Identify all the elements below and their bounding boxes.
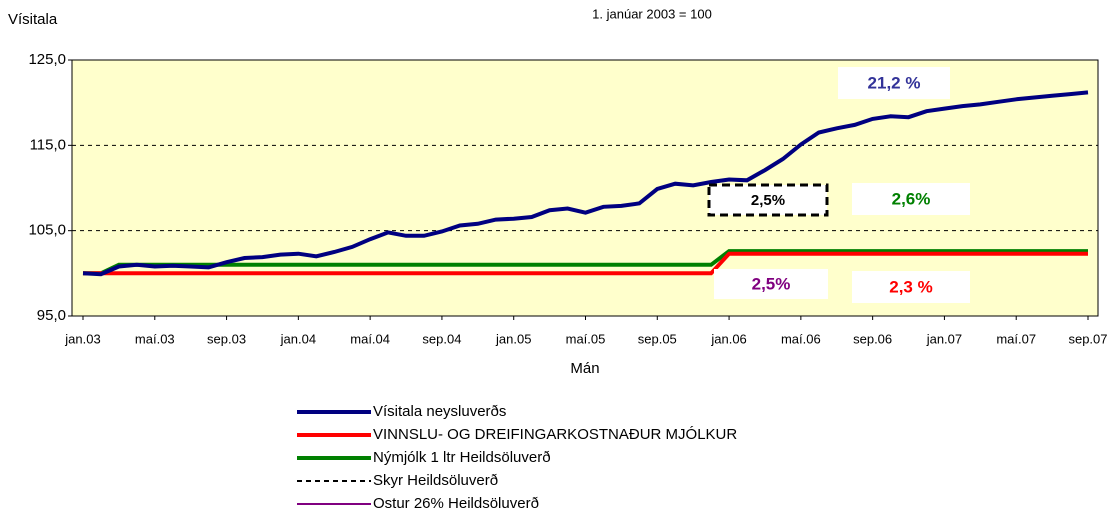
annotation-box (714, 269, 828, 299)
annotation: 21,2 % (868, 73, 921, 92)
x-axis-label: Mán (570, 360, 599, 377)
x-tick-label: sep.07 (1068, 331, 1107, 346)
legend-label: Skyr Heildsöluverð (373, 472, 498, 489)
legend-label: Vísitala neysluverðs (373, 403, 506, 420)
series-line (83, 249, 1088, 276)
y-axis-label: Vísitala (8, 11, 58, 28)
x-tick-label: jan.07 (926, 331, 962, 346)
legend-label: Ostur 26% Heildsöluverð (373, 495, 539, 512)
annotation-box (852, 183, 970, 215)
x-tick-label: maí.03 (135, 331, 175, 346)
x-tick-label: maí.07 (996, 331, 1036, 346)
x-tick-label: sep.03 (207, 331, 246, 346)
y-tick-label: 125,0 (28, 51, 66, 68)
x-tick-label: sep.04 (422, 331, 461, 346)
x-tick-label: jan.06 (710, 331, 746, 346)
x-tick-label: sep.05 (638, 331, 677, 346)
x-tick-label: maí.04 (350, 331, 390, 346)
annotation: 2,6% (892, 189, 931, 208)
x-tick-label: jan.04 (280, 331, 316, 346)
x-tick-label: jan.05 (495, 331, 531, 346)
annotation: 2,5% (752, 274, 791, 293)
annotation-box (707, 183, 829, 217)
y-tick-label: 105,0 (28, 222, 66, 239)
annotation: 2,5% (751, 192, 785, 209)
x-tick-label: sep.06 (853, 331, 892, 346)
subtitle: 1. janúar 2003 = 100 (592, 6, 712, 21)
series-line (83, 251, 1088, 276)
x-tick-label: maí.06 (781, 331, 821, 346)
legend-label: VINNSLU- OG DREIFINGARKOSTNAÐUR MJÓLKUR (373, 426, 737, 443)
legend-label: Nýmjólk 1 ltr Heildsöluverð (373, 449, 551, 466)
annotation: 2,3 % (889, 277, 932, 296)
x-tick-label: maí.05 (566, 331, 606, 346)
annotation-box (852, 271, 970, 303)
y-tick-label: 115,0 (30, 136, 66, 153)
series-line (82, 90, 1089, 277)
y-tick-label: 95,0 (37, 307, 66, 324)
annotation-box (838, 67, 950, 99)
x-tick-label: jan.03 (64, 331, 100, 346)
